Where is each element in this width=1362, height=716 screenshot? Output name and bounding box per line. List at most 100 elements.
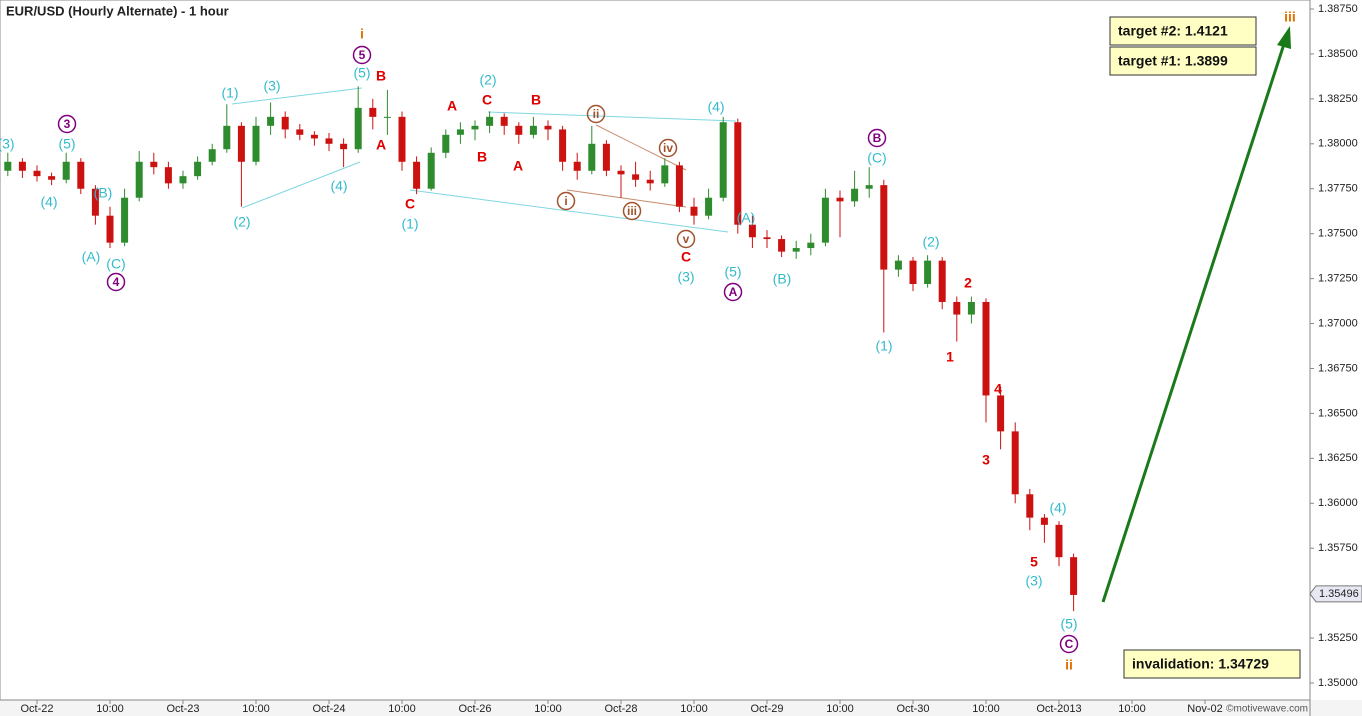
info-box <box>1123 649 1301 679</box>
wave-label: (5) <box>58 136 75 152</box>
candle-body <box>413 161 421 189</box>
candle-body <box>267 116 275 126</box>
wave-circle <box>586 104 606 124</box>
wave-label: (5) <box>353 65 370 81</box>
candle-body <box>33 170 41 177</box>
wave-circle <box>106 272 126 292</box>
wave-circle <box>723 282 743 302</box>
candle-body <box>967 301 975 315</box>
candle-body <box>807 242 815 249</box>
candle-body <box>602 143 610 171</box>
wave-circle <box>1059 634 1079 654</box>
trend-lines <box>231 87 737 233</box>
candle-body <box>851 188 859 202</box>
y-tick-label: 1.37250 <box>1318 273 1358 285</box>
candle-body <box>515 125 523 135</box>
candle-body <box>559 129 567 162</box>
wave-label: (1) <box>401 216 418 232</box>
chart-title: EUR/USD (Hourly Alternate) - 1 hour <box>6 3 229 18</box>
candle-body <box>924 260 932 284</box>
candle-body <box>748 224 756 238</box>
candle-body <box>296 129 304 135</box>
wave-label: (4) <box>330 178 347 194</box>
candle-body <box>208 149 216 162</box>
candle-body <box>1011 431 1019 495</box>
candle-body <box>48 176 56 180</box>
candle-body <box>894 260 902 270</box>
wave-label: (2) <box>922 234 939 250</box>
x-tick-label: Oct-23 <box>166 703 199 715</box>
candle-body <box>121 197 129 243</box>
candle-body <box>179 176 187 184</box>
candle-body <box>982 301 990 396</box>
wave-label: 4 <box>994 381 1002 397</box>
wave-label: (3) <box>1025 573 1042 589</box>
candle-body <box>77 161 85 189</box>
candle-body <box>836 197 844 202</box>
candle-body <box>573 161 581 171</box>
wave-label: B <box>376 68 386 84</box>
candle-body <box>632 174 640 180</box>
wave-label: (2) <box>233 214 250 230</box>
last-price-label: 1.35496 <box>1319 588 1359 600</box>
info-box-text: invalidation: 1.34729 <box>1132 656 1269 672</box>
candle-body <box>792 248 800 252</box>
y-tick-label: 1.35250 <box>1318 632 1358 644</box>
candle-body <box>427 152 435 189</box>
y-tick-label: 1.38250 <box>1318 93 1358 105</box>
x-tick-label: Oct-24 <box>312 703 345 715</box>
candle-body <box>734 122 742 225</box>
wave-circle <box>867 128 887 148</box>
y-tick-label: 1.38000 <box>1318 138 1358 150</box>
candle-body <box>529 125 537 135</box>
x-tick-label: 10:00 <box>1118 703 1146 715</box>
triangle-line <box>566 189 687 208</box>
wave-label: (1) <box>875 338 892 354</box>
info-box-text: target #1: 1.3899 <box>1118 53 1228 69</box>
x-tick-label: 10:00 <box>972 703 1000 715</box>
x-axis-strip <box>0 700 1362 716</box>
candle-body <box>340 143 348 150</box>
wave-label: (3) <box>0 136 15 152</box>
wave-label: C <box>482 92 492 108</box>
candle-body <box>442 134 450 153</box>
channel-line <box>409 189 729 233</box>
candle-body <box>383 116 391 118</box>
candle-body <box>938 260 946 302</box>
candle-body <box>646 179 654 184</box>
wave-label: (3) <box>677 269 694 285</box>
candle-body <box>705 197 713 216</box>
candle-body <box>953 301 961 315</box>
wave-label: ii <box>593 107 600 121</box>
wave-label: 3 <box>64 117 71 131</box>
info-box <box>1109 46 1257 76</box>
x-tick-label: 10:00 <box>388 703 416 715</box>
wave-label: C <box>1065 637 1074 651</box>
candle-body <box>223 125 231 150</box>
x-tick-label: 10:00 <box>826 703 854 715</box>
wave-label: (4) <box>707 99 724 115</box>
candle-body <box>865 185 873 189</box>
y-tick-label: 1.36500 <box>1318 407 1358 419</box>
y-tick-label: 1.37500 <box>1318 228 1358 240</box>
candle-body <box>588 143 596 171</box>
x-tick-label: Nov-02 <box>1187 703 1222 715</box>
wave-label: (4) <box>1049 500 1066 516</box>
x-tick-label: 10:00 <box>680 703 708 715</box>
wave-label: iii <box>627 204 637 218</box>
wave-label: (5) <box>724 264 741 280</box>
channel-line <box>487 111 737 122</box>
wave-label: 5 <box>1030 554 1038 570</box>
candle-body <box>500 116 508 126</box>
x-tick-label: Oct-26 <box>458 703 491 715</box>
wave-label: i <box>360 26 364 42</box>
candle-body <box>194 161 202 177</box>
y-tick-label: 1.37750 <box>1318 183 1358 195</box>
wave-label: (1) <box>221 85 238 101</box>
y-tick-label: 1.36250 <box>1318 452 1358 464</box>
candle-body <box>690 206 698 216</box>
candle-body <box>661 165 669 184</box>
wave-circle <box>352 45 372 65</box>
candle-body <box>1040 517 1048 525</box>
